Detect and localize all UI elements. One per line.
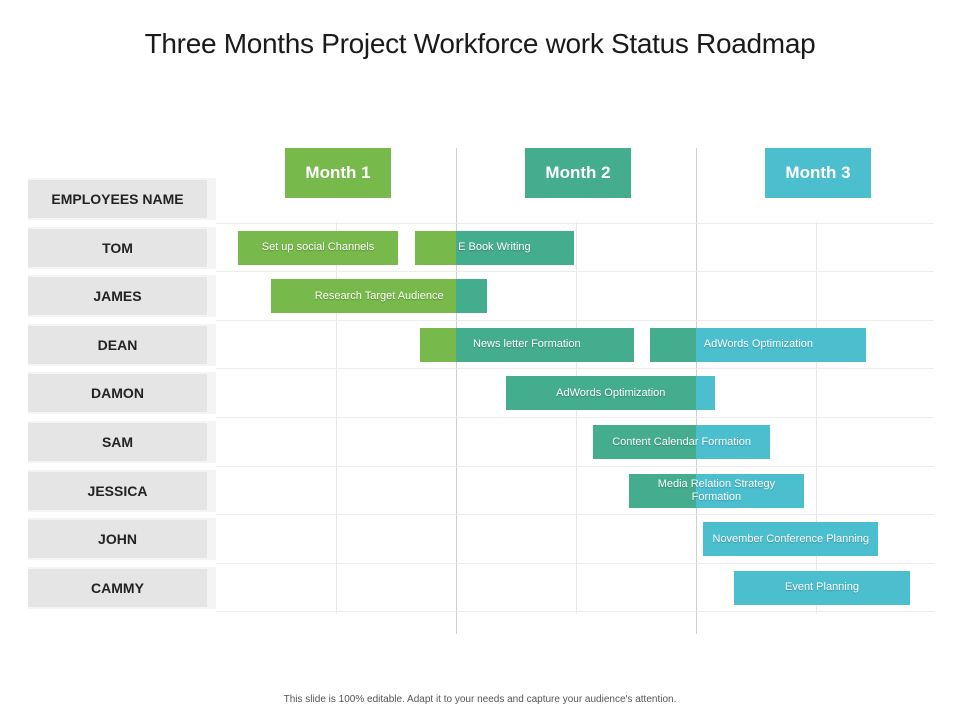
row-divider: [216, 319, 934, 321]
task-label: E Book Writing: [458, 241, 531, 254]
month-divider: [456, 148, 457, 634]
footer-note: This slide is 100% editable. Adapt it to…: [283, 694, 677, 705]
task-segment: [506, 376, 696, 411]
page-title: Three Months Project Workforce work Stat…: [144, 28, 816, 59]
row-divider: [216, 465, 934, 467]
employee-name: SAM: [28, 423, 207, 461]
task-label: AdWords Optimization: [556, 386, 666, 399]
task-bar: AdWords Optimization: [650, 327, 867, 362]
task-label: Set up social Channels: [261, 241, 375, 254]
employee-name: DEAN: [28, 325, 207, 364]
task-segment: [695, 425, 771, 459]
task-bar: Event Planning: [734, 570, 910, 605]
row-divider: [216, 368, 934, 370]
task-label: Research Target Audience: [314, 289, 444, 302]
task-segment: [592, 425, 696, 459]
row-divider: [216, 514, 934, 516]
task-segment: [237, 230, 399, 265]
month-header: Month 3: [765, 148, 871, 198]
task-segment: [695, 376, 716, 411]
task-label: News letter Formation: [473, 338, 581, 351]
task-segment: [456, 327, 634, 362]
employees-header: EMPLOYEES NAME: [28, 180, 207, 218]
employee-name: TOM: [28, 228, 207, 267]
row-divider: [216, 271, 934, 273]
task-segment: [415, 230, 456, 265]
task-bar: November Conference Planning: [703, 522, 879, 557]
task-label: November Conference Planning: [712, 532, 870, 545]
task-segment: [455, 230, 574, 265]
task-bar: Set up social Channels: [237, 230, 399, 265]
employee-name: CAMMY: [28, 568, 207, 607]
task-label: AdWords Optimization: [703, 338, 813, 351]
task-bar: Content Calendar Formation: [592, 425, 771, 459]
task-bar: E Book Writing: [415, 230, 574, 265]
task-segment: [271, 279, 456, 314]
row-divider: [216, 562, 934, 564]
employee-name: JOHN: [28, 520, 207, 559]
task-segment: [734, 570, 910, 605]
task-label: Content Calendar Formation: [612, 435, 751, 448]
row-divider: [216, 417, 934, 418]
task-bar: Research Target Audience: [271, 279, 488, 314]
task-bar: Media Relation Strategy Formation: [628, 473, 804, 508]
month-header: Month 1: [285, 148, 391, 198]
task-label: Event Planning: [784, 581, 859, 594]
employee-name: DAMON: [28, 374, 207, 413]
employee-name: JAMES: [28, 277, 207, 316]
task-segment: [628, 473, 696, 508]
row-divider: [216, 611, 934, 613]
task-segment: [695, 327, 867, 362]
employee-name: JESSICA: [28, 471, 207, 510]
task-segment: [703, 522, 879, 557]
task-bar: AdWords Optimization: [506, 376, 716, 411]
grid-line: [816, 222, 817, 614]
grid-line: [336, 222, 337, 614]
month-header: Month 2: [525, 148, 631, 198]
task-segment: [695, 473, 804, 508]
row-divider: [216, 222, 934, 224]
task-segment: [420, 327, 456, 362]
grid-line: [576, 222, 577, 614]
task-segment: [650, 327, 696, 362]
task-segment: [455, 279, 488, 314]
task-label: Media Relation Strategy Formation: [657, 477, 776, 503]
task-bar: News letter Formation: [420, 327, 634, 362]
